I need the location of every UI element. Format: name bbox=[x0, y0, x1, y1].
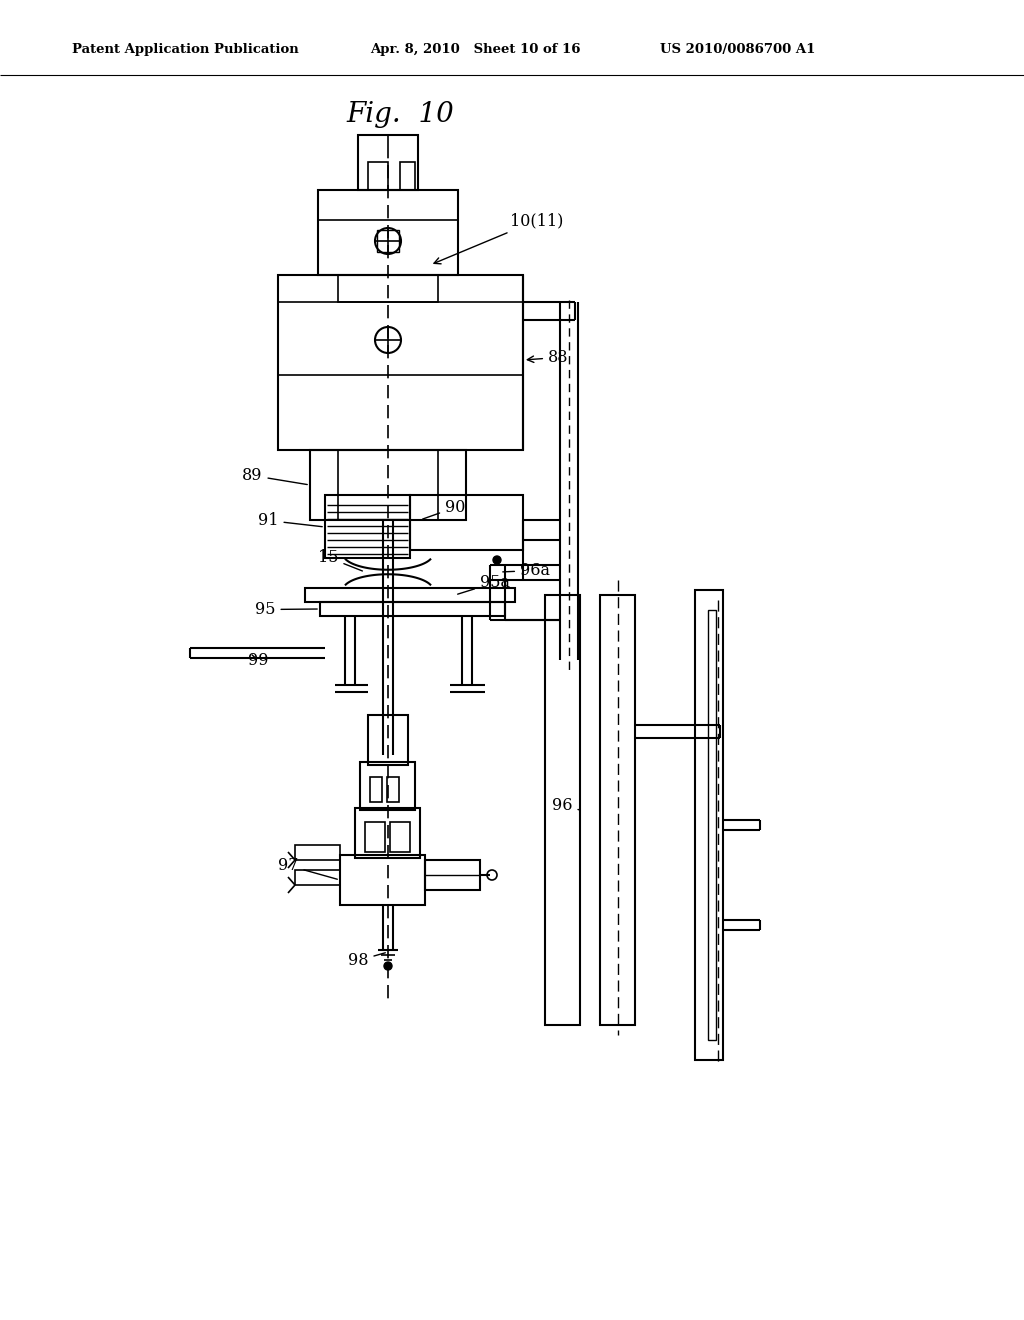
Text: 89: 89 bbox=[242, 467, 307, 484]
Bar bbox=[360, 762, 415, 810]
Bar bbox=[370, 777, 382, 803]
Bar bbox=[310, 450, 466, 520]
Bar bbox=[338, 450, 438, 520]
Bar bbox=[400, 162, 415, 190]
Text: Fig.  10: Fig. 10 bbox=[346, 102, 454, 128]
Circle shape bbox=[493, 556, 501, 564]
Bar bbox=[305, 587, 515, 602]
Text: 91: 91 bbox=[258, 512, 323, 529]
Text: 99: 99 bbox=[248, 652, 268, 669]
Bar bbox=[358, 135, 418, 190]
Bar bbox=[355, 808, 420, 858]
Text: 15: 15 bbox=[318, 549, 362, 572]
Bar bbox=[278, 275, 523, 450]
Text: US 2010/0086700 A1: US 2010/0086700 A1 bbox=[660, 44, 815, 57]
Bar bbox=[695, 590, 723, 1060]
Bar bbox=[600, 595, 635, 1026]
Text: Patent Application Publication: Patent Application Publication bbox=[72, 44, 299, 57]
Bar bbox=[295, 870, 340, 884]
Text: 95: 95 bbox=[255, 601, 317, 618]
Bar bbox=[319, 602, 505, 616]
Bar bbox=[390, 822, 410, 851]
Text: 95a: 95a bbox=[458, 574, 510, 594]
Bar bbox=[368, 162, 388, 190]
Bar bbox=[325, 495, 410, 558]
Bar bbox=[377, 230, 399, 252]
Bar bbox=[340, 855, 425, 906]
Bar bbox=[295, 845, 340, 861]
Bar bbox=[365, 822, 385, 851]
Bar bbox=[338, 275, 438, 302]
Text: 88: 88 bbox=[527, 348, 568, 366]
Text: 97: 97 bbox=[278, 857, 337, 879]
Text: Apr. 8, 2010   Sheet 10 of 16: Apr. 8, 2010 Sheet 10 of 16 bbox=[370, 44, 581, 57]
Bar bbox=[387, 777, 399, 803]
Bar bbox=[368, 715, 408, 766]
Bar bbox=[318, 190, 458, 275]
Text: 10(11): 10(11) bbox=[434, 213, 563, 264]
Bar bbox=[545, 595, 580, 1026]
Text: 98: 98 bbox=[348, 952, 385, 969]
Bar bbox=[425, 861, 480, 890]
Bar bbox=[410, 495, 523, 550]
Circle shape bbox=[384, 962, 392, 970]
Text: 90: 90 bbox=[423, 499, 465, 519]
Text: 96a: 96a bbox=[503, 562, 550, 579]
Bar bbox=[708, 610, 716, 1040]
Text: 96: 96 bbox=[552, 797, 580, 814]
